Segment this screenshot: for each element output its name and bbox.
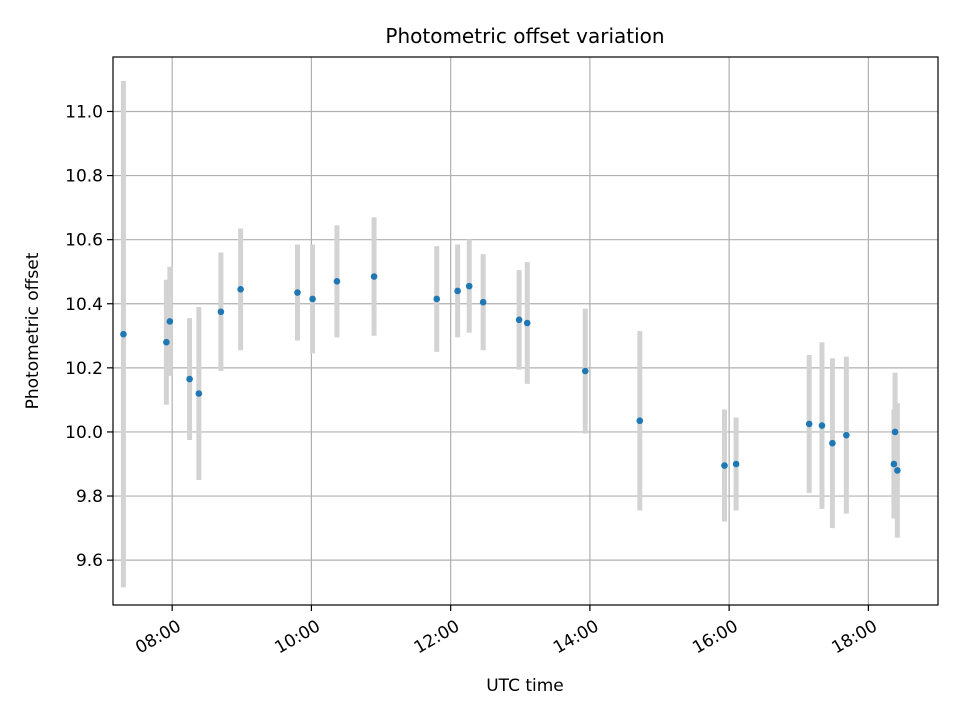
y-tick-label: 10.0 — [65, 423, 103, 443]
data-point — [195, 390, 203, 397]
data-point — [217, 308, 225, 316]
data-point — [805, 420, 813, 428]
data-point — [581, 367, 589, 375]
data-point — [636, 417, 644, 425]
data-point — [163, 338, 170, 346]
data-point — [479, 298, 487, 306]
y-tick-label: 9.6 — [76, 551, 103, 571]
data-point — [120, 330, 127, 338]
x-axis-ticks: 08:00 10:00 12:00 14:00 16:00 18:00 — [132, 605, 881, 658]
data-point — [818, 422, 826, 429]
data-point — [454, 287, 461, 295]
data-point — [890, 460, 898, 468]
x-tick-label: 08:00 — [132, 616, 184, 658]
y-axis-ticks: 9.6 9.8 10.0 10.2 10.4 10.6 10.8 11.0 — [65, 102, 113, 571]
y-tick-label: 10.6 — [65, 231, 103, 251]
chart-title: Photometric offset variation — [385, 24, 664, 48]
data-point — [333, 278, 341, 285]
y-tick-label: 9.8 — [76, 487, 103, 507]
y-axis-label: Photometric offset — [23, 252, 43, 409]
data-point — [721, 462, 728, 469]
data-point — [433, 295, 441, 303]
y-tick-label: 10.2 — [65, 359, 103, 379]
data-point — [186, 375, 193, 383]
y-tick-label: 11.0 — [65, 102, 103, 122]
error-bars — [120, 81, 900, 588]
x-tick-label: 16:00 — [689, 616, 741, 658]
data-point — [370, 273, 378, 280]
data-point — [843, 431, 850, 439]
data-point — [829, 439, 836, 447]
data-point — [465, 282, 473, 290]
data-point — [237, 286, 244, 293]
x-axis-label: UTC time — [486, 676, 564, 696]
data-point — [894, 467, 901, 474]
x-tick-label: 18:00 — [828, 616, 880, 658]
data-point — [732, 460, 740, 468]
x-tick-label: 10:00 — [271, 616, 323, 658]
y-tick-label: 10.8 — [65, 167, 103, 187]
plot-area-frame — [112, 56, 939, 606]
data-point — [891, 428, 899, 436]
x-tick-label: 12:00 — [411, 616, 463, 658]
data-points — [120, 273, 901, 474]
data-point — [523, 319, 531, 327]
x-tick-label: 14:00 — [550, 616, 602, 658]
data-point — [294, 289, 301, 296]
data-point — [515, 316, 523, 324]
data-point — [309, 295, 316, 303]
y-tick-label: 10.4 — [65, 295, 103, 315]
data-point — [166, 318, 174, 325]
